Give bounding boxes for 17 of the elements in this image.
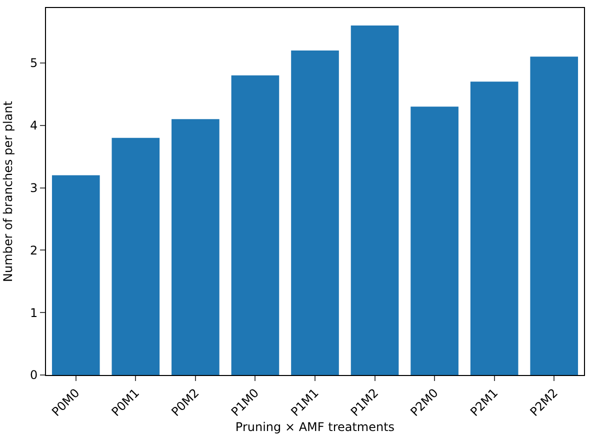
bar — [52, 175, 100, 375]
y-tick-label: 4 — [30, 118, 38, 133]
y-axis-title: Number of branches per plant — [1, 100, 15, 282]
bar — [172, 119, 220, 375]
bar — [530, 56, 578, 375]
bar — [470, 82, 518, 375]
y-tick-label: 0 — [30, 368, 38, 382]
bar — [112, 138, 160, 375]
y-tick-label: 1 — [30, 306, 38, 320]
bar — [410, 106, 458, 375]
y-tick-label: 3 — [30, 180, 38, 195]
bar — [291, 50, 339, 375]
bar — [350, 25, 399, 375]
bar — [231, 75, 280, 375]
x-axis-title: Pruning × AMF treatments — [235, 420, 395, 434]
y-tick-label: 2 — [30, 243, 38, 258]
y-tick-label: 5 — [30, 56, 38, 70]
